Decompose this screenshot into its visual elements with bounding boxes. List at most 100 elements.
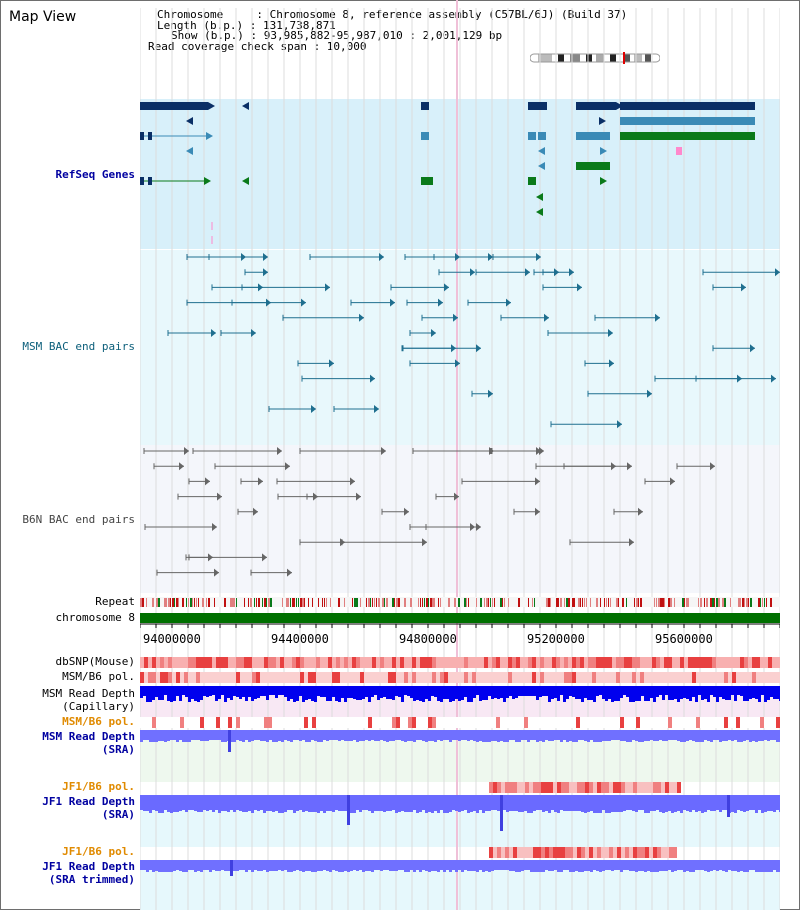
read-depth-bar xyxy=(197,686,200,702)
read-depth-bar xyxy=(344,730,347,741)
repeat-element xyxy=(318,598,319,607)
repeat-element xyxy=(174,598,175,607)
gene-arrow xyxy=(599,117,606,125)
gene-block xyxy=(528,177,536,185)
read-depth-bar xyxy=(443,795,446,813)
read-depth-bar xyxy=(305,860,308,871)
read-depth-bar xyxy=(482,686,485,700)
read-depth-bar xyxy=(584,795,587,813)
heat-cell xyxy=(204,717,208,728)
read-depth-bar xyxy=(365,686,368,697)
heat-cell xyxy=(676,657,680,668)
label-jf1-b6-pol-2: JF1/B6 pol. xyxy=(62,845,135,858)
read-depth-bar xyxy=(692,730,695,741)
bac-end-arrow xyxy=(710,462,715,471)
read-depth-bar xyxy=(275,795,278,811)
read-depth-spike xyxy=(500,795,503,831)
repeat-element xyxy=(658,598,660,607)
read-depth-bar xyxy=(350,686,353,698)
read-depth-bar xyxy=(368,860,371,871)
read-depth-bar xyxy=(335,795,338,810)
read-depth-bar xyxy=(680,860,683,870)
bac-end-arrow xyxy=(356,492,361,501)
read-depth-bar xyxy=(380,860,383,871)
read-depth-bar xyxy=(329,686,332,701)
heat-cell xyxy=(280,657,284,668)
heat-cell xyxy=(244,672,248,683)
heat-cell xyxy=(352,672,356,683)
heat-cell xyxy=(516,657,520,668)
read-depth-bar xyxy=(653,795,656,811)
read-depth-bar xyxy=(770,686,773,697)
read-depth-bar xyxy=(554,795,557,812)
read-depth-bar xyxy=(341,730,344,740)
repeat-element xyxy=(622,598,624,607)
read-depth-bar xyxy=(206,860,209,870)
bac-end-arrow xyxy=(184,447,189,455)
label-b6n-bac[interactable]: B6N BAC end pairs xyxy=(22,513,135,526)
heat-cell xyxy=(256,717,260,728)
heat-cell xyxy=(584,672,588,683)
repeat-element xyxy=(464,598,466,607)
heat-cell xyxy=(208,717,212,728)
read-depth-bar xyxy=(335,730,338,740)
chromosome-ideogram[interactable] xyxy=(530,52,660,64)
read-depth-bar xyxy=(461,686,464,700)
read-depth-bar xyxy=(179,860,182,871)
read-depth-bar xyxy=(374,730,377,741)
heat-cell xyxy=(320,657,324,668)
heat-cell xyxy=(601,782,605,793)
read-depth-bar xyxy=(485,795,488,811)
heat-cell xyxy=(212,657,216,668)
read-depth-bar xyxy=(596,795,599,813)
read-depth-bar xyxy=(551,795,554,810)
read-depth-bar xyxy=(722,795,725,810)
read-depth-bar xyxy=(458,795,461,812)
read-depth-bar xyxy=(575,860,578,871)
read-depth-bar xyxy=(671,686,674,700)
heat-cell xyxy=(633,847,637,858)
read-depth-bar xyxy=(410,686,413,698)
heat-cell xyxy=(568,657,572,668)
heat-cell xyxy=(252,657,256,668)
bac-end-arrow xyxy=(340,538,345,547)
track-canvas[interactable] xyxy=(140,0,780,910)
read-depth-bar xyxy=(569,795,572,811)
read-depth-bar xyxy=(638,860,641,871)
read-depth-bar xyxy=(749,730,752,742)
heat-cell xyxy=(492,717,496,728)
read-depth-bar xyxy=(701,860,704,870)
read-depth-bar xyxy=(587,860,590,871)
bac-end-arrow xyxy=(775,268,780,277)
heat-cell xyxy=(564,717,568,728)
label-refseq-genes[interactable]: RefSeq Genes xyxy=(55,168,135,181)
heat-cell xyxy=(756,657,760,668)
read-depth-bar xyxy=(479,860,482,870)
read-depth-bar xyxy=(383,795,386,812)
repeat-element xyxy=(640,598,642,607)
heat-cell xyxy=(180,672,184,683)
heat-cell xyxy=(292,657,296,668)
heat-cell xyxy=(340,717,344,728)
heat-cell xyxy=(728,672,732,683)
bac-end-arrow xyxy=(536,253,541,261)
read-depth-bar xyxy=(161,795,164,813)
read-depth-bar xyxy=(146,795,149,811)
read-depth-bar xyxy=(326,730,329,741)
label-msm-bac[interactable]: MSM BAC end pairs xyxy=(22,340,135,353)
repeat-track xyxy=(140,597,780,607)
repeat-element xyxy=(426,598,428,607)
read-depth-bar xyxy=(218,730,221,740)
read-depth-bar xyxy=(557,686,560,701)
heat-cell xyxy=(460,717,464,728)
bac-end-arrow xyxy=(453,313,458,322)
repeat-element xyxy=(764,598,765,607)
heat-cell xyxy=(284,717,288,728)
bac-end-arrow xyxy=(263,268,268,277)
read-depth-bar xyxy=(635,686,638,701)
read-depth-bar xyxy=(305,686,308,700)
heat-cell xyxy=(296,717,300,728)
read-depth-bar xyxy=(182,686,185,695)
heat-cell xyxy=(549,782,553,793)
read-depth-bar xyxy=(332,730,335,740)
